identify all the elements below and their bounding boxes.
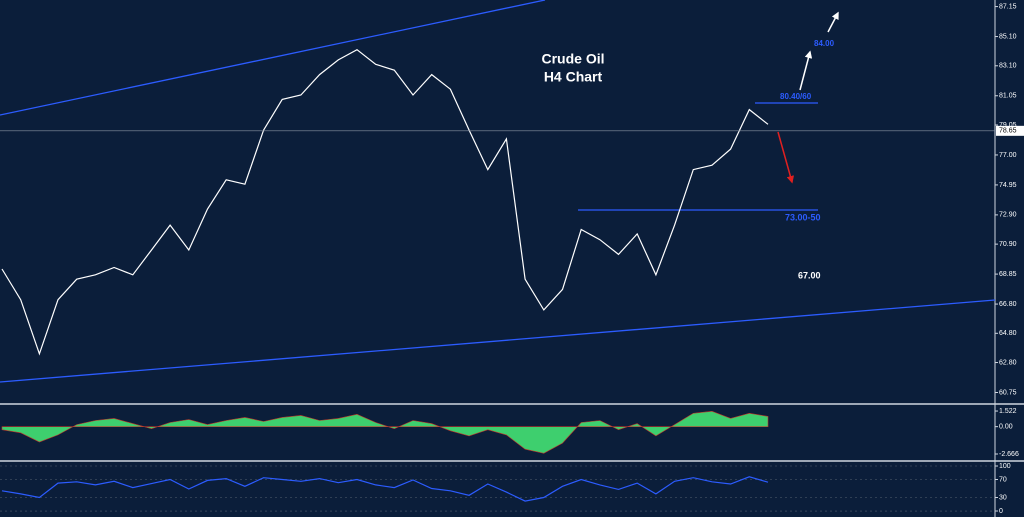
y-tick-label: 60.75 xyxy=(999,389,1017,396)
arrow-up xyxy=(827,11,839,33)
y-tick-label: 83.10 xyxy=(999,63,1017,70)
annotation: 73.00-50 xyxy=(785,212,821,222)
y-tick-label: 77.00 xyxy=(999,152,1017,159)
y-tick-label: 30 xyxy=(999,494,1007,501)
chart-title: Crude Oil xyxy=(541,51,604,67)
y-tick-label: 62.80 xyxy=(999,359,1017,366)
y-tick-label: 100 xyxy=(999,463,1011,470)
price-line xyxy=(1,476,769,502)
y-tick-label: 85.10 xyxy=(999,33,1017,40)
last-price-label: 78.65 xyxy=(999,128,1017,135)
trend-channel xyxy=(0,299,996,383)
y-tick-label: 72.90 xyxy=(999,212,1017,219)
y-tick-label: -2.666 xyxy=(999,451,1019,458)
y-tick-label: 74.95 xyxy=(999,182,1017,189)
trend-channel xyxy=(0,0,546,116)
annotation: 80.40/60 xyxy=(780,92,812,101)
y-tick-label: 79.05 xyxy=(999,122,1017,129)
price-line xyxy=(1,48,769,356)
y-tick-label: 1.522 xyxy=(999,408,1017,415)
histogram-area xyxy=(1,410,769,454)
y-tick-label: 81.05 xyxy=(999,93,1017,100)
arrow-up xyxy=(799,50,813,91)
y-tick-label: 0.00 xyxy=(999,423,1013,430)
y-tick-label: 68.85 xyxy=(999,271,1017,278)
annotation: 84.00 xyxy=(814,39,835,48)
annotation: 67.00 xyxy=(798,270,821,280)
last-price-box xyxy=(996,125,1024,136)
chart-subtitle: H4 Chart xyxy=(544,69,603,85)
y-tick-label: 70.90 xyxy=(999,241,1017,248)
y-tick-label: 0 xyxy=(999,508,1003,515)
arrow-down xyxy=(777,131,794,184)
y-tick-label: 66.80 xyxy=(999,301,1017,308)
y-tick-label: 64.80 xyxy=(999,330,1017,337)
y-tick-label: 70 xyxy=(999,476,1007,483)
y-tick-label: 87.15 xyxy=(999,3,1017,10)
